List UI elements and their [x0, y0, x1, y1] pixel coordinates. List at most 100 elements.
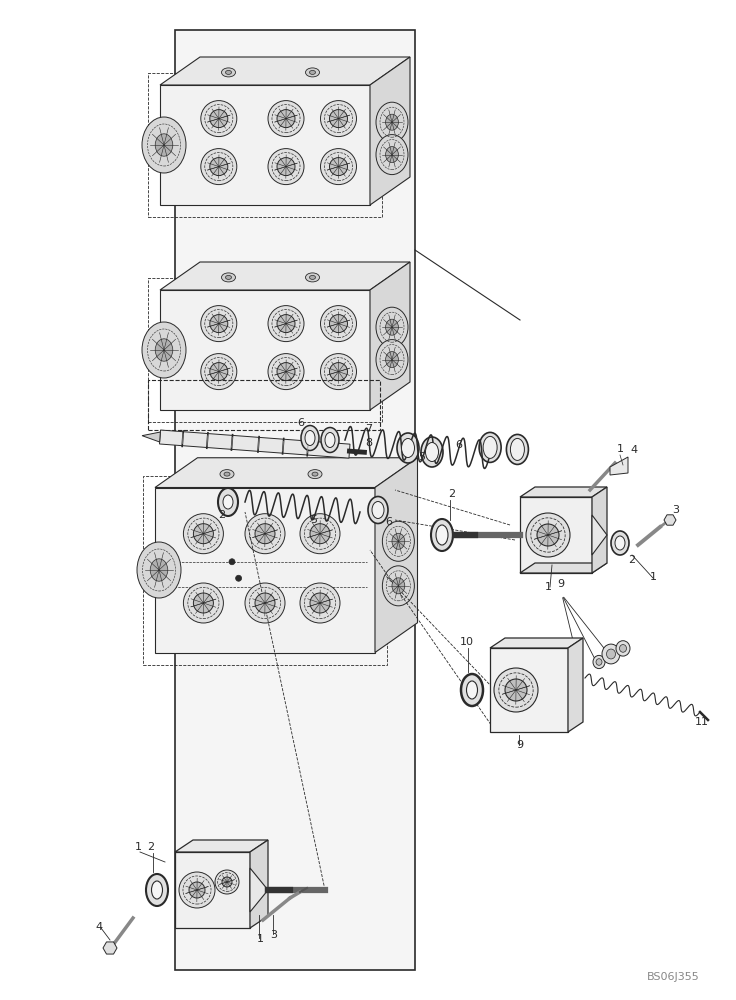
Text: 2: 2 — [448, 489, 455, 499]
Polygon shape — [520, 487, 607, 497]
Text: 1: 1 — [650, 572, 657, 582]
Polygon shape — [568, 638, 583, 732]
Ellipse shape — [376, 102, 408, 142]
Ellipse shape — [150, 559, 168, 581]
Ellipse shape — [372, 502, 384, 518]
Circle shape — [245, 514, 285, 554]
Circle shape — [183, 583, 224, 623]
Ellipse shape — [155, 134, 173, 156]
Polygon shape — [142, 432, 160, 442]
Ellipse shape — [483, 436, 497, 458]
Ellipse shape — [479, 432, 501, 462]
Ellipse shape — [602, 644, 620, 664]
Polygon shape — [160, 85, 370, 205]
Ellipse shape — [325, 432, 335, 448]
Ellipse shape — [137, 542, 181, 598]
Text: 6: 6 — [455, 440, 462, 450]
Ellipse shape — [593, 655, 605, 669]
Text: 10: 10 — [460, 637, 474, 647]
Ellipse shape — [225, 275, 232, 279]
Circle shape — [277, 158, 295, 176]
Ellipse shape — [224, 472, 230, 476]
Circle shape — [268, 149, 304, 185]
Ellipse shape — [386, 114, 398, 130]
Text: 9: 9 — [516, 740, 523, 750]
Ellipse shape — [223, 495, 233, 509]
Text: 8: 8 — [365, 438, 372, 448]
Circle shape — [183, 514, 224, 554]
Circle shape — [277, 315, 295, 333]
Ellipse shape — [386, 352, 398, 368]
Ellipse shape — [376, 135, 408, 175]
Circle shape — [194, 524, 213, 544]
Circle shape — [526, 513, 570, 557]
Polygon shape — [160, 57, 410, 85]
Ellipse shape — [397, 433, 419, 463]
Ellipse shape — [611, 531, 629, 555]
Text: 1: 1 — [617, 444, 624, 454]
Ellipse shape — [225, 70, 232, 74]
Ellipse shape — [596, 659, 602, 665]
Ellipse shape — [615, 536, 625, 550]
Ellipse shape — [301, 426, 319, 450]
Ellipse shape — [222, 68, 236, 77]
Circle shape — [236, 575, 241, 581]
Ellipse shape — [218, 488, 238, 516]
Ellipse shape — [305, 273, 319, 282]
Text: BS06J355: BS06J355 — [647, 972, 700, 982]
Circle shape — [537, 524, 559, 546]
Circle shape — [194, 593, 213, 613]
Text: 5: 5 — [418, 452, 425, 462]
Ellipse shape — [321, 428, 339, 452]
Polygon shape — [610, 457, 628, 475]
Circle shape — [201, 149, 237, 185]
Polygon shape — [520, 497, 592, 573]
Circle shape — [229, 559, 235, 565]
Circle shape — [320, 101, 356, 137]
Ellipse shape — [425, 442, 439, 462]
Circle shape — [210, 158, 228, 176]
Polygon shape — [520, 563, 607, 573]
Ellipse shape — [616, 641, 630, 656]
Text: 2: 2 — [218, 510, 225, 520]
Circle shape — [330, 158, 347, 176]
Circle shape — [310, 524, 330, 544]
Circle shape — [201, 101, 237, 137]
Text: 6: 6 — [385, 517, 392, 527]
Ellipse shape — [308, 470, 322, 479]
Ellipse shape — [222, 273, 236, 282]
Ellipse shape — [383, 521, 414, 561]
Circle shape — [277, 363, 295, 381]
Text: 1: 1 — [135, 842, 142, 852]
Ellipse shape — [310, 275, 316, 279]
Polygon shape — [370, 57, 410, 205]
Ellipse shape — [383, 566, 414, 606]
Text: 1: 1 — [545, 582, 552, 592]
Polygon shape — [664, 515, 676, 525]
Circle shape — [330, 363, 347, 381]
Circle shape — [268, 306, 304, 342]
Ellipse shape — [606, 649, 615, 659]
Circle shape — [268, 354, 304, 390]
Circle shape — [310, 593, 330, 613]
Circle shape — [201, 354, 237, 390]
Polygon shape — [250, 868, 268, 912]
Ellipse shape — [220, 470, 234, 479]
Circle shape — [320, 149, 356, 185]
Circle shape — [201, 306, 237, 342]
Polygon shape — [175, 30, 415, 970]
Ellipse shape — [142, 322, 186, 378]
Text: 4: 4 — [95, 922, 102, 932]
Polygon shape — [175, 840, 268, 852]
Polygon shape — [160, 290, 370, 410]
Text: 11: 11 — [695, 717, 709, 727]
Ellipse shape — [146, 874, 168, 906]
Ellipse shape — [392, 533, 405, 549]
Circle shape — [210, 315, 228, 333]
Polygon shape — [175, 852, 250, 928]
Ellipse shape — [620, 645, 626, 652]
Circle shape — [494, 668, 538, 712]
Ellipse shape — [305, 430, 315, 446]
Polygon shape — [155, 488, 375, 652]
Circle shape — [255, 524, 275, 544]
